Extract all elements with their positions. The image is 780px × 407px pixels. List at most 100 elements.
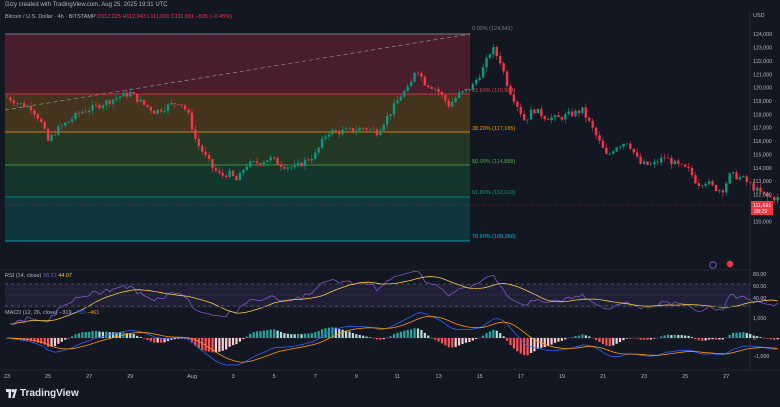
macd-signal-value: −461 [86, 310, 100, 316]
macd-bar [136, 335, 139, 338]
candle-body [629, 143, 632, 149]
macd-bar [701, 338, 704, 341]
candle-body [379, 130, 382, 136]
candle-body [656, 161, 659, 163]
macd-bar [505, 338, 509, 341]
candle-body [88, 110, 91, 112]
candle-body [639, 156, 642, 164]
candle-body [632, 148, 635, 153]
price-chart[interactable]: 0.00% (124,541) 23.60% (119,984) 38.20% … [0, 0, 780, 383]
macd-bar [437, 338, 440, 342]
macd-bar [50, 338, 53, 347]
candle-body [475, 79, 478, 84]
candle-body [149, 106, 153, 111]
candle-body [526, 119, 529, 121]
candle-body [615, 147, 618, 152]
macd-bar [553, 338, 557, 343]
candle-body [687, 166, 690, 168]
macd-bar [379, 338, 382, 340]
candle-body [166, 104, 170, 111]
candle-body [731, 172, 735, 174]
eye-icon[interactable] [709, 261, 717, 269]
macd-bar [543, 338, 546, 348]
price-tick-label: 115,000 [753, 153, 772, 159]
candle-body [392, 103, 396, 115]
candle-body [529, 109, 533, 120]
candle-body [550, 117, 553, 121]
rsi-title[interactable]: RSI (14, close) [5, 273, 42, 279]
candle-body [129, 91, 132, 97]
macd-bar [351, 333, 355, 338]
candle-body [60, 125, 63, 127]
price-tick-label: 112,000 [753, 193, 772, 199]
candle-body [403, 91, 406, 97]
macd-bar [386, 337, 389, 338]
macd-bar [745, 333, 748, 338]
candle-body [533, 109, 536, 114]
candle-body [296, 162, 300, 166]
header-bar: Gizy created with TradingView.com, Aug 2… [0, 0, 780, 11]
currency-label[interactable]: USD [753, 13, 765, 19]
macd-bar [471, 338, 474, 341]
fib-label-236: 23.60% (119,984) [472, 88, 515, 94]
macd-bar [118, 332, 122, 338]
candle-body [499, 55, 502, 64]
macd-bar [70, 336, 74, 338]
candle-body [454, 97, 457, 102]
candle-body [574, 110, 577, 116]
fib-label-50: 50.00% (114,888) [472, 159, 515, 165]
price-tick-label: 122,000 [753, 59, 772, 65]
candle-body [728, 173, 731, 184]
time-tick-label: 25 [682, 374, 688, 380]
candle-body [745, 176, 748, 183]
candle-body [221, 172, 224, 176]
candle-body [101, 105, 105, 109]
macd-bar [581, 334, 584, 338]
candle-body [653, 161, 656, 165]
candle-body [721, 190, 725, 193]
macd-bar [618, 338, 622, 343]
candle-body [153, 110, 156, 114]
macd-bar [310, 333, 313, 338]
macd-title[interactable]: MACD (12, 26, close) [5, 310, 58, 316]
macd-bar [321, 329, 324, 338]
symbol-title[interactable]: Bitcoin / U.S. Dollar · 4h · BITSTAMP [5, 14, 96, 20]
macd-bar [406, 329, 409, 338]
candle-body [70, 119, 74, 122]
time-axis[interactable]: 23 25 27 29 Aug 3 5 7 9 11 13 15 17 19 21 23 25 27 [4, 374, 729, 380]
candle-body [457, 92, 461, 98]
macd-bar [36, 338, 39, 343]
macd-bar [769, 338, 772, 340]
macd-bar [331, 327, 334, 338]
macd-bar [509, 338, 512, 346]
candle-body [516, 101, 519, 107]
candle-body [478, 77, 481, 80]
candle-body [173, 103, 177, 105]
candle-body [416, 72, 420, 74]
macd-bar [348, 331, 351, 338]
candle-body [197, 138, 200, 146]
macd-bar [663, 335, 666, 338]
macd-bar [29, 338, 33, 341]
alert-icon[interactable] [726, 260, 734, 268]
candle-body [762, 191, 766, 194]
candle-body [759, 187, 762, 192]
macd-bar [314, 332, 317, 338]
macd-bar [389, 336, 392, 338]
macd-axis-zero: 0 [753, 336, 756, 342]
candle-body [255, 161, 259, 164]
price-tick-label: 110,000 [753, 219, 772, 225]
fib-retracement[interactable] [4, 33, 471, 242]
macd-bar [526, 338, 529, 356]
macd-bar [266, 330, 269, 338]
candle-body [406, 86, 409, 92]
candle-body [40, 118, 43, 123]
macd-bar [91, 331, 94, 338]
candle-body [183, 105, 187, 110]
brand-name[interactable]: TradingView [20, 388, 79, 399]
candle-body [735, 172, 738, 180]
price-axis[interactable]: 124,000 123,000 122,000 121,000 120,000 119,0… [753, 32, 772, 225]
candle-body [560, 117, 564, 120]
candle-body [766, 193, 769, 197]
candle-body [464, 88, 468, 91]
